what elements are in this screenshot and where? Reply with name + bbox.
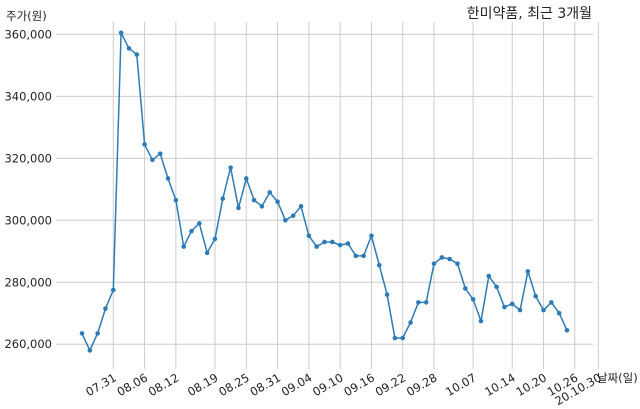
data-point xyxy=(423,300,429,305)
data-point xyxy=(525,269,531,274)
data-point xyxy=(142,142,147,147)
data-point xyxy=(204,250,210,256)
data-point xyxy=(197,221,202,226)
data-point xyxy=(447,256,452,262)
data-point xyxy=(79,331,85,336)
data-point xyxy=(150,157,155,163)
data-point xyxy=(118,30,124,36)
y-tick-label: 340,000 xyxy=(4,89,52,103)
data-point xyxy=(369,233,374,239)
chart-title: 한미약품, 최근 3개월 xyxy=(466,6,592,22)
data-point xyxy=(337,242,343,248)
data-point xyxy=(181,244,186,249)
data-point xyxy=(470,296,476,302)
y-tick-label: 300,000 xyxy=(4,213,52,227)
x-tick-label: 08.31 xyxy=(248,370,284,399)
data-point xyxy=(408,320,413,325)
data-point xyxy=(463,286,468,291)
y-tick-label: 360,000 xyxy=(4,27,52,41)
x-tick-label: 09.22 xyxy=(373,370,409,399)
data-point xyxy=(173,197,179,203)
data-point xyxy=(345,241,351,246)
x-tick-label: 09.10 xyxy=(310,370,346,399)
data-point xyxy=(189,228,194,234)
x-tick-label: 09.04 xyxy=(279,370,315,399)
data-point xyxy=(110,287,116,293)
data-point xyxy=(322,239,327,245)
data-point xyxy=(267,190,273,195)
data-point xyxy=(228,165,233,170)
data-point xyxy=(431,261,437,266)
x-axis-label: 날짜(일) xyxy=(597,371,638,385)
data-point xyxy=(314,244,319,249)
data-point xyxy=(564,327,570,333)
data-point xyxy=(157,151,163,156)
data-point xyxy=(212,236,218,242)
x-tick-label: 09.28 xyxy=(404,370,440,399)
data-point xyxy=(486,273,492,279)
data-point xyxy=(236,205,241,211)
y-tick-label: 280,000 xyxy=(4,275,52,289)
data-point xyxy=(455,261,460,266)
data-point xyxy=(259,204,265,209)
data-point xyxy=(416,300,421,305)
y-tick-label: 320,000 xyxy=(4,151,52,165)
x-tick-label: 07.31 xyxy=(83,370,119,399)
data-point xyxy=(478,318,484,324)
data-point xyxy=(87,348,93,353)
data-point xyxy=(330,239,335,245)
data-point xyxy=(392,335,398,341)
x-tick-label: 08.12 xyxy=(146,370,182,399)
data-point xyxy=(533,293,539,299)
data-point xyxy=(509,301,515,307)
data-point xyxy=(502,304,507,310)
data-point xyxy=(517,307,523,313)
x-tick-label: 10.20 xyxy=(514,370,550,399)
data-point xyxy=(306,233,312,239)
data-point xyxy=(95,331,100,336)
data-point xyxy=(376,262,382,268)
data-point xyxy=(103,306,108,311)
data-point xyxy=(439,255,445,260)
data-point xyxy=(556,310,562,316)
x-tick-label: 10.14 xyxy=(482,370,518,399)
data-point xyxy=(220,196,226,201)
data-point xyxy=(494,284,499,290)
y-tick-label: 260,000 xyxy=(4,337,52,351)
data-point xyxy=(541,307,546,313)
data-point xyxy=(283,217,288,223)
data-point xyxy=(400,335,406,341)
data-point xyxy=(549,300,554,305)
y-axis-label: 주가(원) xyxy=(6,9,47,23)
data-point xyxy=(275,199,280,204)
data-point xyxy=(134,52,140,57)
data-point xyxy=(243,176,249,181)
data-point xyxy=(298,204,304,209)
x-tick-label: 08.19 xyxy=(185,370,221,399)
data-point xyxy=(384,292,390,297)
data-point xyxy=(353,253,359,259)
data-point xyxy=(251,197,257,203)
data-point xyxy=(290,213,296,218)
data-point xyxy=(361,253,366,259)
x-tick-label: 09.16 xyxy=(341,370,377,399)
x-tick-label: 08.25 xyxy=(216,370,252,399)
x-tick-label: 10.07 xyxy=(443,370,479,399)
data-point xyxy=(126,46,132,51)
data-point xyxy=(165,176,171,181)
x-tick-label: 08.06 xyxy=(115,370,151,399)
series-line xyxy=(81,32,568,353)
